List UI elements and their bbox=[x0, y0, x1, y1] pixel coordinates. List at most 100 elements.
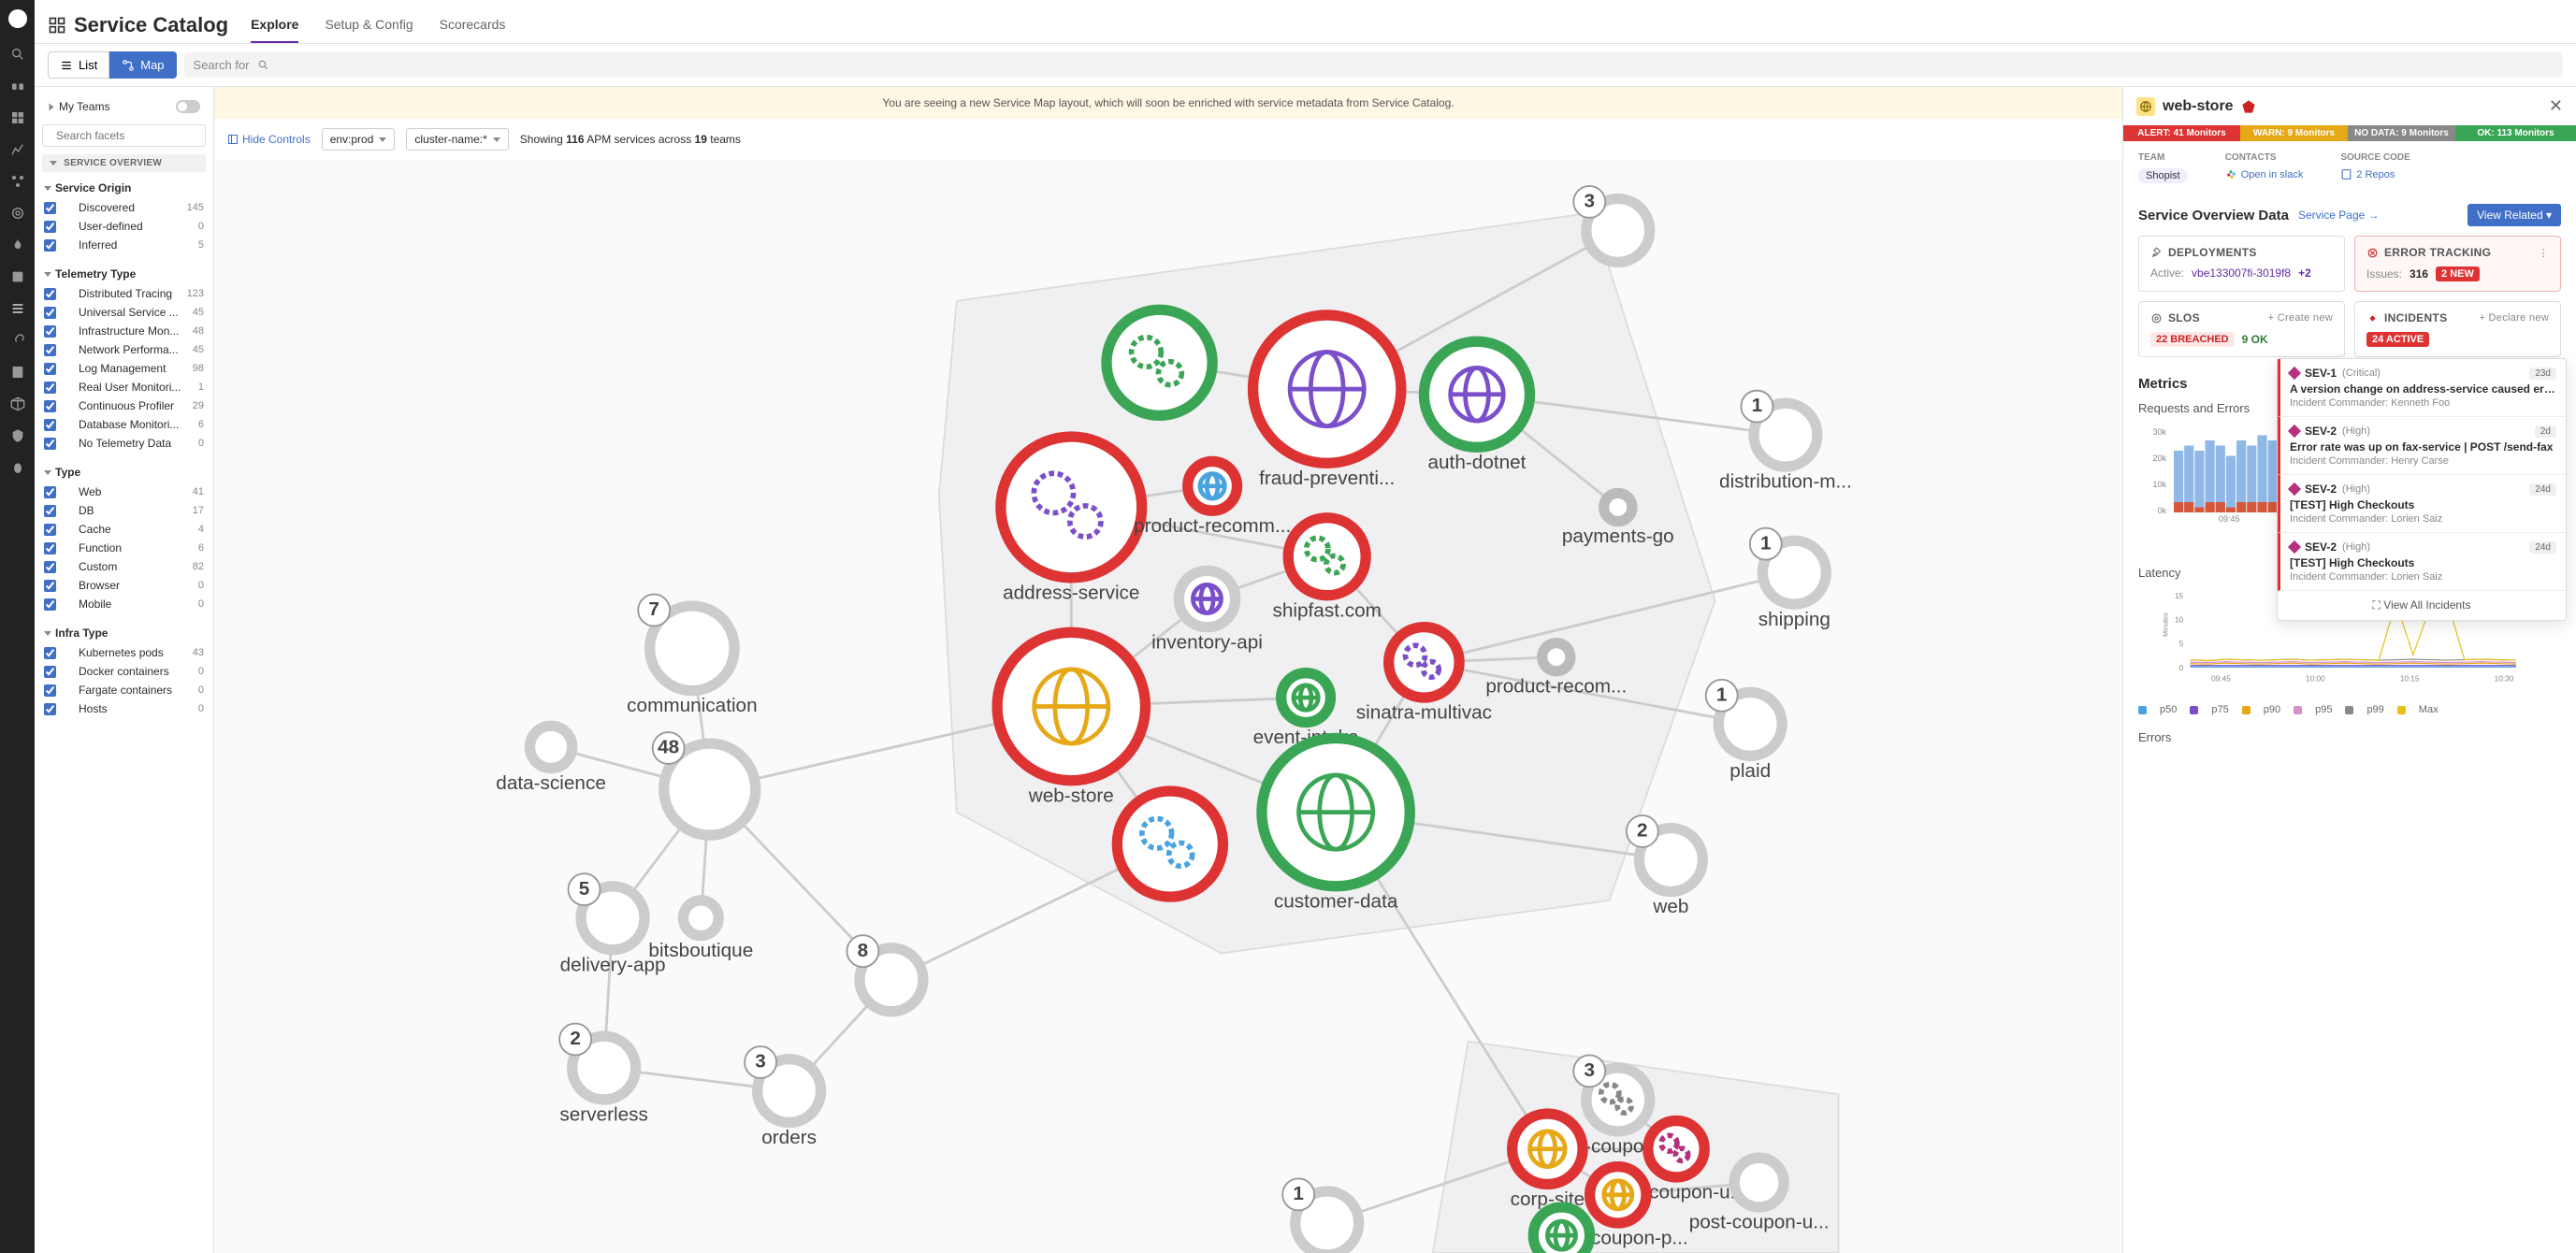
view-related-button[interactable]: View Related ▾ bbox=[2467, 204, 2561, 226]
facet-item[interactable]: Distributed Tracing 123 bbox=[42, 284, 206, 303]
monitor-warn[interactable]: WARN: 9 Monitors bbox=[2240, 125, 2348, 141]
tab-scorecards[interactable]: Scorecards bbox=[440, 7, 506, 43]
tab-setup[interactable]: Setup & Config bbox=[325, 7, 412, 43]
facet-checkbox[interactable] bbox=[44, 221, 56, 233]
slack-link[interactable]: Open in slack bbox=[2225, 168, 2304, 180]
deploy-more[interactable]: +2 bbox=[2298, 266, 2311, 280]
dashboard-icon[interactable] bbox=[10, 110, 25, 125]
facet-checkbox[interactable] bbox=[44, 239, 56, 252]
facet-checkbox[interactable] bbox=[44, 325, 56, 338]
facet-group-title[interactable]: Type bbox=[42, 462, 206, 482]
declare-incident[interactable]: + Declare new bbox=[2479, 312, 2549, 324]
cube-icon[interactable] bbox=[10, 396, 25, 411]
facet-item[interactable]: Inferred 5 bbox=[42, 236, 206, 254]
bug-icon[interactable] bbox=[10, 460, 25, 475]
repos-link[interactable]: 2 Repos bbox=[2340, 168, 2410, 180]
service-node[interactable]: bitsboutique bbox=[648, 900, 753, 961]
metrics-icon[interactable] bbox=[10, 142, 25, 157]
close-button[interactable]: ✕ bbox=[2549, 96, 2563, 116]
facet-item[interactable]: Fargate containers 0 bbox=[42, 681, 206, 699]
facet-checkbox[interactable] bbox=[44, 486, 56, 498]
facet-item[interactable]: DB 17 bbox=[42, 501, 206, 520]
facet-checkbox[interactable] bbox=[44, 438, 56, 450]
puzzle-icon[interactable] bbox=[10, 269, 25, 284]
facet-item[interactable]: Kubernetes pods 43 bbox=[42, 643, 206, 662]
create-slo[interactable]: + Create new bbox=[2268, 312, 2333, 324]
facet-checkbox[interactable] bbox=[44, 505, 56, 517]
service-node[interactable] bbox=[1533, 1207, 1589, 1253]
facet-item[interactable]: Custom 82 bbox=[42, 557, 206, 576]
facet-item[interactable]: Mobile 0 bbox=[42, 595, 206, 613]
incident-item[interactable]: SEV-2(High) 24d [TEST] High Checkouts In… bbox=[2278, 475, 2566, 533]
incident-item[interactable]: SEV-2(High) 2d Error rate was up on fax-… bbox=[2278, 417, 2566, 475]
facet-checkbox[interactable] bbox=[44, 288, 56, 300]
facet-item[interactable]: Continuous Profiler 29 bbox=[42, 396, 206, 415]
deploy-sha[interactable]: vbe133007fi-3019f8 bbox=[2192, 266, 2291, 280]
facet-checkbox[interactable] bbox=[44, 202, 56, 214]
map-view-button[interactable]: Map bbox=[109, 51, 176, 79]
service-node[interactable]: data-science bbox=[496, 726, 606, 794]
facet-checkbox[interactable] bbox=[44, 363, 56, 375]
facet-checkbox[interactable] bbox=[44, 598, 56, 611]
facet-checkbox[interactable] bbox=[44, 580, 56, 592]
facet-item[interactable]: Log Management 98 bbox=[42, 359, 206, 378]
incident-item[interactable]: SEV-2(High) 24d [TEST] High Checkouts In… bbox=[2278, 533, 2566, 591]
facet-checkbox[interactable] bbox=[44, 344, 56, 356]
my-teams-row[interactable]: My Teams bbox=[42, 96, 206, 117]
facet-checkbox[interactable] bbox=[44, 419, 56, 431]
facet-group-title[interactable]: Telemetry Type bbox=[42, 264, 206, 284]
facet-item[interactable]: Real User Monitori... 1 bbox=[42, 378, 206, 396]
facet-checkbox[interactable] bbox=[44, 542, 56, 554]
tab-explore[interactable]: Explore bbox=[251, 7, 298, 43]
facet-item[interactable]: Hosts 0 bbox=[42, 699, 206, 718]
facet-item[interactable]: Docker containers 0 bbox=[42, 662, 206, 681]
facet-checkbox[interactable] bbox=[44, 647, 56, 659]
facet-item[interactable]: Infrastructure Mon... 48 bbox=[42, 322, 206, 340]
incident-item[interactable]: SEV-1(Critical) 23d A version change on … bbox=[2278, 359, 2566, 417]
search-input[interactable] bbox=[277, 58, 2554, 72]
service-node[interactable]: 48 bbox=[653, 732, 756, 835]
monitor-status-bar[interactable]: ALERT: 41 Monitors WARN: 9 Monitors NO D… bbox=[2123, 125, 2576, 141]
binoculars-icon[interactable] bbox=[10, 79, 25, 94]
service-node[interactable] bbox=[1107, 310, 1212, 415]
hide-controls-button[interactable]: Hide Controls bbox=[227, 133, 311, 146]
monitor-nodata[interactable]: NO DATA: 9 Monitors bbox=[2348, 125, 2455, 141]
service-node[interactable]: 1shipping bbox=[1750, 528, 1831, 630]
service-node[interactable]: 2web bbox=[1627, 815, 1702, 917]
service-page-link[interactable]: Service Page → bbox=[2298, 209, 2380, 222]
facet-checkbox[interactable] bbox=[44, 684, 56, 697]
search-icon[interactable] bbox=[10, 47, 25, 62]
card-menu[interactable]: ⋮ bbox=[2539, 247, 2549, 259]
cluster-filter[interactable]: cluster-name:* bbox=[406, 128, 508, 151]
facet-checkbox[interactable] bbox=[44, 382, 56, 394]
service-node[interactable]: 3orders bbox=[745, 1046, 820, 1148]
shield-icon[interactable] bbox=[10, 428, 25, 443]
service-map[interactable]: fraud-preventi...address-serviceproduct-… bbox=[214, 160, 2122, 1253]
env-filter[interactable]: env:prod bbox=[322, 128, 396, 151]
search-box[interactable]: Search for bbox=[184, 52, 2563, 78]
facet-checkbox[interactable] bbox=[44, 400, 56, 412]
facet-item[interactable]: Function 6 bbox=[42, 539, 206, 557]
facet-checkbox[interactable] bbox=[44, 307, 56, 319]
service-node[interactable]: 7communication bbox=[627, 595, 757, 717]
service-node[interactable] bbox=[1117, 791, 1223, 897]
target-icon[interactable] bbox=[10, 206, 25, 221]
facet-search-input[interactable] bbox=[56, 129, 201, 142]
book-icon[interactable] bbox=[10, 365, 25, 380]
service-node[interactable]: 1plaid bbox=[1706, 680, 1782, 782]
facet-search[interactable] bbox=[42, 124, 206, 147]
monitor-ok[interactable]: OK: 113 Monitors bbox=[2455, 125, 2576, 141]
service-node[interactable]: 2serverless bbox=[559, 1024, 648, 1126]
facet-item[interactable]: Web 41 bbox=[42, 482, 206, 501]
view-all-incidents[interactable]: ⛶ View All Incidents bbox=[2278, 591, 2566, 620]
facet-checkbox[interactable] bbox=[44, 524, 56, 536]
service-node[interactable]: corp-site bbox=[1511, 1114, 1585, 1210]
service-node[interactable]: auth-dotnet bbox=[1424, 341, 1529, 473]
service-node[interactable]: 1core-resilience bbox=[1264, 1178, 1390, 1253]
monitor-alert[interactable]: ALERT: 41 Monitors bbox=[2123, 125, 2240, 141]
network-icon[interactable] bbox=[10, 174, 25, 189]
facet-item[interactable]: User-defined 0 bbox=[42, 217, 206, 236]
list-icon[interactable] bbox=[10, 301, 25, 316]
facet-checkbox[interactable] bbox=[44, 666, 56, 678]
service-node[interactable]: 8 bbox=[847, 935, 922, 1011]
